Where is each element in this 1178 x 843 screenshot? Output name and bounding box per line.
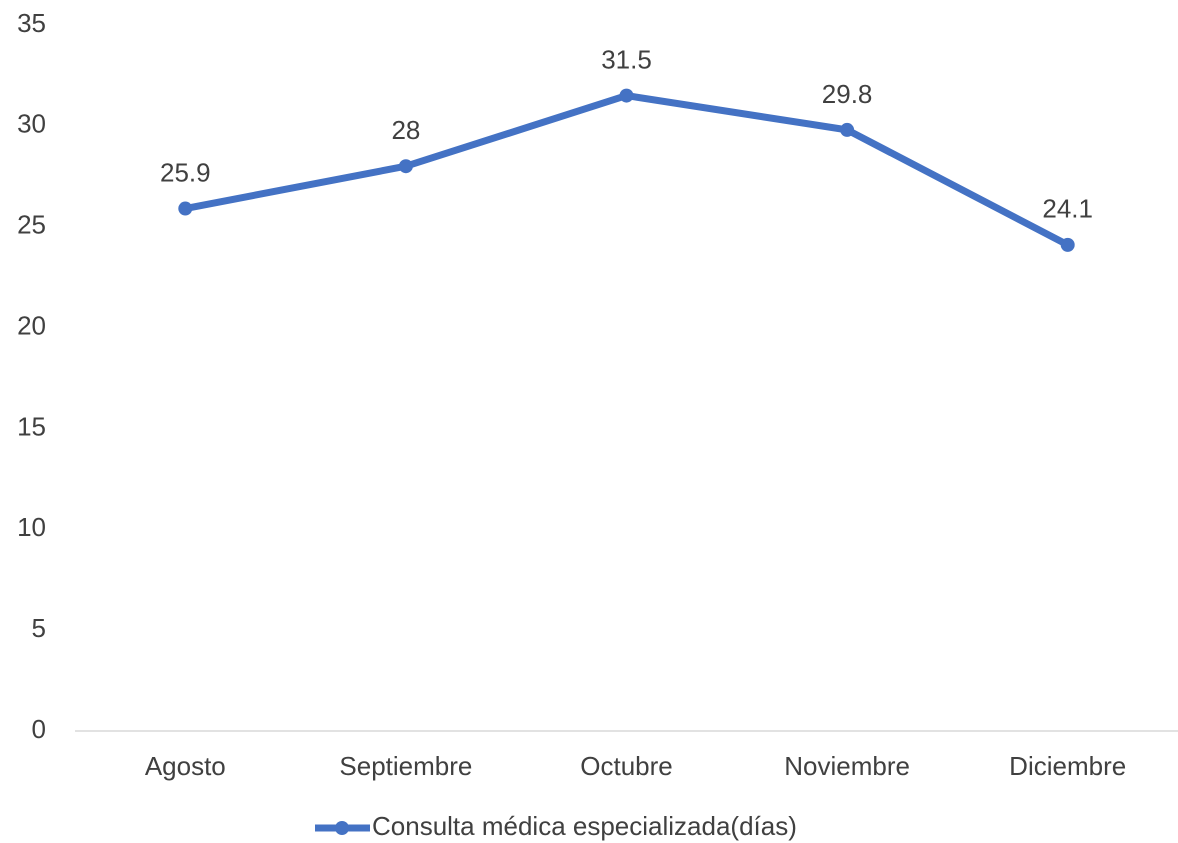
point-marker: [398, 159, 413, 174]
y-tick-label: 15: [17, 411, 46, 441]
y-tick-label: 20: [17, 310, 46, 340]
y-tick-label: 25: [17, 210, 46, 240]
y-tick-label: 30: [17, 109, 46, 139]
y-tick-label: 35: [17, 8, 46, 38]
point-marker: [840, 122, 855, 137]
data-label: 29.8: [822, 79, 873, 109]
legend-marker: [335, 821, 349, 835]
data-label: 31.5: [601, 44, 652, 74]
x-tick-label: Septiembre: [339, 751, 472, 781]
point-marker: [1060, 237, 1075, 252]
data-label: 24.1: [1042, 194, 1093, 224]
series-line: [181, 92, 1072, 249]
data-label: 25.9: [160, 157, 211, 187]
legend-label: Consulta médica especializada(días): [372, 811, 797, 841]
x-tick-label: Agosto: [145, 751, 226, 781]
x-tick-label: Noviembre: [784, 751, 910, 781]
y-tick-label: 10: [17, 512, 46, 542]
y-tick-label: 0: [32, 714, 46, 744]
point-marker: [178, 201, 193, 216]
point-marker: [619, 88, 634, 103]
data-label: 28: [391, 115, 420, 145]
x-tick-label: Octubre: [580, 751, 673, 781]
x-tick-label: Diciembre: [1009, 751, 1126, 781]
y-tick-label: 5: [32, 613, 46, 643]
